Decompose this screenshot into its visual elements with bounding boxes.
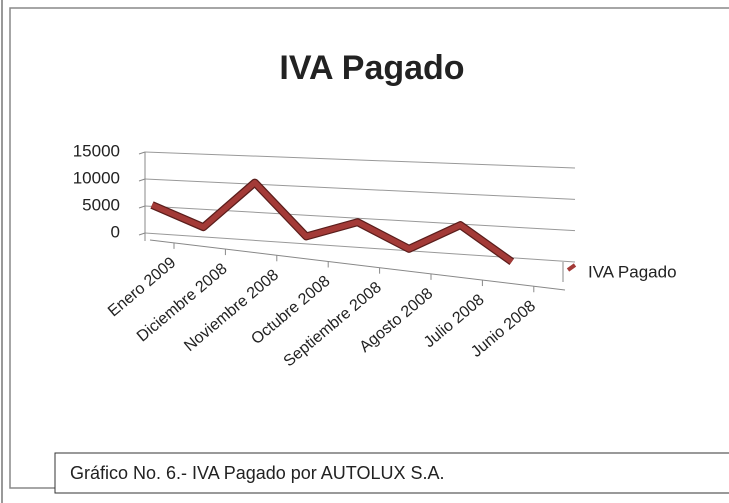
y-tick-label: 10000 <box>73 168 120 187</box>
tick-mark <box>138 151 146 155</box>
line <box>150 179 514 264</box>
legend-label: IVA Pagado <box>588 262 677 281</box>
y-tick-label: 5000 <box>82 195 120 214</box>
caption-box <box>54 452 729 494</box>
y-tick-label: 0 <box>111 222 120 241</box>
x-axis <box>149 239 566 291</box>
y-tick-label: 15000 <box>73 141 120 160</box>
grid-line <box>144 205 576 232</box>
grid-line <box>144 178 576 200</box>
x-tick-label: Septiembre 2008 <box>281 279 385 370</box>
caption: Gráfico No. 6.- IVA Pagado por AUTOLUX S… <box>70 463 445 483</box>
tick-mark <box>138 232 146 236</box>
chart-title: IVA Pagado <box>279 49 464 87</box>
grid-line <box>144 151 576 169</box>
tick-mark <box>138 178 146 182</box>
tick-mark <box>138 205 146 209</box>
legend-swatch <box>566 263 577 272</box>
